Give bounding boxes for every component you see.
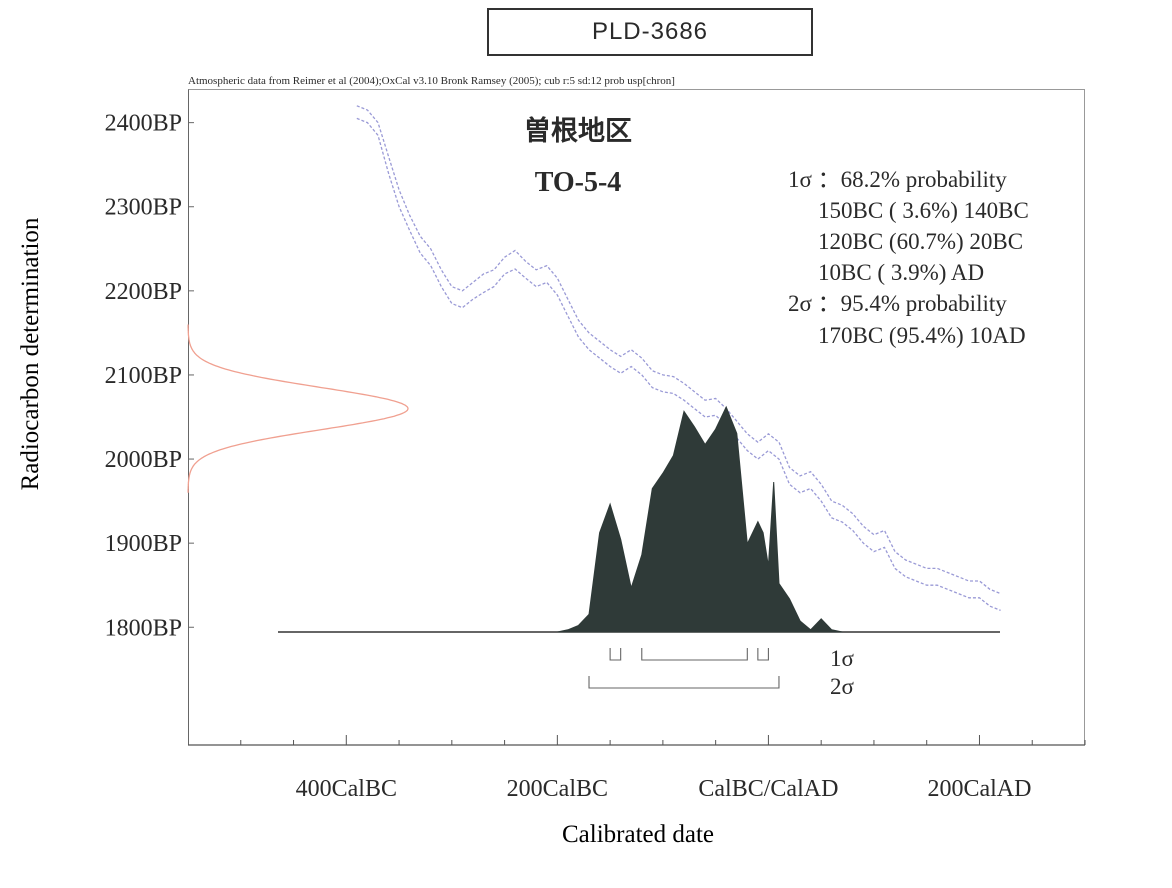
probability-line: 120BC (60.7%) 20BC [818, 229, 1023, 254]
site-name: 曽根地区 [524, 115, 632, 147]
probability-line: 1σ ：68.2% probability [788, 167, 1007, 192]
y-axis-title: Radiocarbon determination [17, 217, 44, 490]
probability-line: 10BC ( 3.9%) AD [818, 260, 984, 285]
probability-line: 170BC (95.4%) 10AD [818, 323, 1026, 348]
measured-bp-curve [187, 324, 409, 493]
sigma-range-label: 1σ [830, 646, 855, 671]
sigma-range-bracket [609, 648, 622, 661]
annotation-block: 曽根地区 TO-5-4 1σ ：68.2% probability 150BC ( 3… [524, 115, 1029, 348]
y-tick-label: 2400BP [105, 111, 182, 137]
sample-code: TO-5-4 [535, 167, 622, 198]
source-note: Atmospheric data from Reimer et al (2004… [188, 75, 675, 87]
x-axis-title: Calibrated date [562, 821, 714, 848]
x-tick-label: CalBC/CalAD [698, 776, 838, 802]
x-axis: 400CalBC 200CalBC CalBC/CalAD 200CalAD [188, 735, 1086, 802]
x-tick-label: 200CalAD [927, 776, 1031, 802]
measurement-distribution [187, 324, 409, 493]
y-tick-label: 2200BP [105, 279, 182, 305]
sigma-range-bracket [641, 648, 748, 661]
calibration-curve-lower [356, 117, 1001, 612]
y-tick-label: 1900BP [105, 531, 182, 557]
y-tick-label: 1800BP [105, 615, 182, 641]
sample-id: PLD-3686 [591, 18, 709, 45]
y-tick-label: 2000BP [105, 447, 182, 473]
sigma-range-label: 2σ [830, 674, 855, 699]
x-tick-label: 400CalBC [296, 776, 397, 802]
probability-line: 2σ ：95.4% probability [788, 291, 1007, 316]
y-tick-label: 2300BP [105, 195, 182, 221]
sigma-range-bracket [757, 648, 769, 661]
calibration-curves [356, 105, 1001, 612]
y-tick-label: 2100BP [105, 363, 182, 389]
sigma-range-bracket [588, 676, 780, 689]
posterior-area [557, 405, 843, 633]
x-tick-label: 200CalBC [507, 776, 608, 802]
probability-line: 150BC ( 3.6%) 140BC [818, 198, 1029, 223]
plot-frame [188, 89, 1085, 745]
y-axis: 2400BP 2300BP 2200BP 2100BP 2000BP 1900BP 1800… [105, 111, 194, 641]
sample-id-box: PLD-3686 [487, 8, 813, 56]
posterior-distribution [278, 405, 1000, 633]
calibration-curve-upper [356, 105, 1001, 595]
